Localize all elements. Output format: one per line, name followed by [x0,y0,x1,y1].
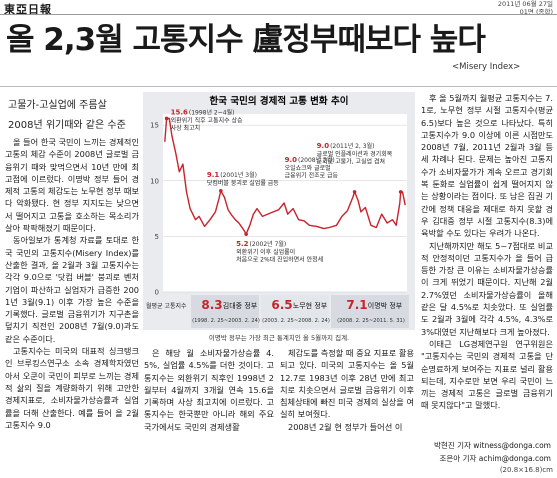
annotation-text: 둔화로 고물가, 고실업 겹쳐 [317,157,385,165]
annotation-text: 닷컴버블 붕괴로 실업률 급등 [207,179,279,187]
annotation-date: (2011년 2, 3월) [330,142,374,150]
annotation-value: 15.6 [171,108,188,116]
annotation-point [244,232,248,236]
period-name: 노무현 정부 [293,301,328,310]
annotation-date: (2001년 3월) [220,171,257,179]
annotation-value: 9.0 [317,142,330,150]
paragraph: 고통지수는 미국의 대표적 싱크탱크인 브루킹스연구소 소속 경제학자였던 아서… [5,346,139,430]
period-name: 이명박 정부 [368,301,403,310]
annotation-point [219,188,223,193]
period-name: 김대중 정부 [223,301,258,310]
annotation-text: 글로벌 인플레이션과 경기회복 [317,150,393,158]
y-tick-label: 10 [150,177,159,185]
headline: 올 2,3월 고통지수 盧정부때보다 높다 [6,22,486,58]
logo: 東亞日報 [4,3,52,16]
byline: 조은아 기자 achim@donga.com [439,454,552,463]
date-text: 2011년 06월 27일 [497,0,553,8]
plot-area [163,114,407,292]
annotation-date: (1998년 2~4월) [189,108,235,116]
subhead: 2008년 위기때와 같은 수준 [8,120,126,131]
chart: 한국 국민의 경제적 고통 변화 추이 이명박 정부는 가장 최근 통계치인 올… [143,92,415,342]
period-band [261,295,329,328]
chart-note: 이명박 정부는 가장 최근 통계치인 올 5월까지 집계. [209,333,349,342]
article-column: 올 들어 한국 국민이 느끼는 경제적인 고통의 체감 수준이 2008년 글로… [5,136,139,474]
period-band [191,295,259,328]
paragraph: 올 들어 한국 국민이 느끼는 경제적인 고통의 체감 수준이 2008년 글로… [5,137,139,234]
article-column: 후 올 5월까지 월평균 고통지수는 7.1로, 노무현 정부 시절 고통지수(… [421,92,553,436]
chart-title: 한국 국민의 경제적 고통 변화 추이 [210,95,349,107]
paragraph: 지난해까지만 해도 5~7점대로 비교적 안정적이던 고통지수가 올 들어 급등… [421,240,553,337]
y-tick-label: 15 [150,122,159,130]
paragraph: 은 해당 월 소비자물가상승률 4.5%, 실업률 4.5%를 더한 것이다. … [144,348,274,432]
y-tick-label: 5 [155,233,159,241]
article-column: 체감도를 측정할 때 중요 지표로 활용되고 있다. 미국의 고통지수는 올 5… [280,347,414,474]
period-range: (2003. 2. 25~2008. 2. 24) [262,318,330,324]
rule [0,86,557,87]
period-average: 8.3 [201,298,222,312]
data-line [164,117,406,235]
paragraph: 체감도를 측정할 때 중요 지표로 활용되고 있다. 미국의 고통지수는 올 5… [280,348,414,420]
annotation-value: 9.0 [285,156,298,164]
paragraph: 동아일보가 통계청 자료를 토대로 한국 국민의 고통지수(Misery Ind… [5,235,139,344]
annotation-text: 처음으로 2%대 진입하면서 안정세 [236,256,323,264]
annotation-text: 외환위기 이후 실업률이 [236,248,295,256]
byline: 박현진 기자 witness@donga.com [434,441,551,450]
subhead: 고물가-고실업에 주름살 [8,100,107,111]
date: 2011년 06월 27일 01면 (종합) [498,0,553,16]
period-range: (2008. 2. 25~2011. 5. 31) [337,318,405,324]
rule [0,14,557,15]
period-band [331,295,409,328]
annotation-point [398,190,403,194]
annotation-text: 사상 최고치 [171,124,201,132]
annotation-point [352,190,357,194]
section: 01면 (종합) [519,8,553,16]
period-average: 7.1 [346,298,367,312]
period-average: 6.5 [271,298,292,312]
annotation-text: 외환위기 직후 고통지수 상승 [171,116,243,124]
annotation-text: 오일쇼크와 글로벌 [285,164,331,172]
subtitle: <Misery Index> [452,62,521,72]
y-tick-label: 0 [155,289,159,297]
footer: (20.8×16.8)cm [499,466,553,474]
paragraph: 이태근 LG경제연구원 연구위원은 "고통지수는 국민의 경제적 고통을 단순명… [421,338,553,411]
paragraph: 후 올 5월까지 월평균 고통지수는 7.1로, 노무현 정부 시절 고통지수(… [421,93,553,239]
annotation-value: 9.1 [207,171,220,179]
annotation-date: (2002년 7월) [250,240,287,248]
paragraph: 2008년 2월 현 정부가 들어선 이 [288,421,403,432]
period-range: (1998. 2. 25~2003. 2. 24) [192,318,260,324]
annotation-point [164,116,169,121]
annotation-value: 5.2 [236,240,249,248]
average-label: 월평균 고통지수 [146,302,187,310]
article-column: 은 해당 월 소비자물가상승률 4.5%, 실업률 4.5%를 더한 것이다. … [144,347,274,474]
annotation-text: 금융위기 전조로 급등 [285,171,339,179]
annotation-date: (2008년 7월) [298,156,335,164]
